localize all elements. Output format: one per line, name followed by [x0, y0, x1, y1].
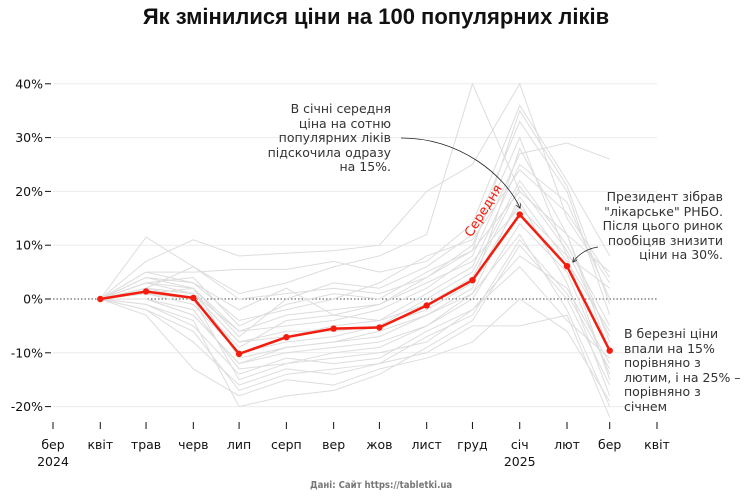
drug-line — [100, 104, 611, 300]
x-tick-label: січ — [511, 437, 529, 452]
drug-line — [100, 222, 611, 375]
drug-line — [100, 109, 611, 305]
y-tick-label: -10% — [11, 345, 43, 360]
y-tick-label: 30% — [15, 130, 43, 145]
x-tick-label: квіт — [87, 437, 113, 452]
mean-line-path — [100, 213, 611, 356]
x-tick-label: вер — [322, 437, 345, 452]
x-tick-label: квіт — [644, 437, 670, 452]
annotation-arrow-january — [400, 137, 520, 208]
drug-line — [100, 238, 611, 392]
mean-point — [283, 333, 290, 341]
x-tick-year: 2024 — [37, 454, 69, 469]
mean-point — [606, 347, 613, 354]
y-tick-label: 20% — [15, 184, 43, 199]
drug-line — [100, 298, 611, 418]
drug-line — [100, 136, 611, 380]
chart-title: Як змінилися ціни на 100 популярних лікі… — [142, 4, 610, 29]
mean-point — [97, 295, 104, 303]
x-tick-label: бер — [41, 437, 64, 452]
x-tick-label: бер — [598, 437, 621, 452]
mean-point — [142, 288, 150, 295]
annotation-march: В березні ціни впали на 15% порівняно з … — [624, 326, 741, 414]
drug-line — [100, 190, 611, 343]
mean-point — [235, 350, 243, 358]
drug-line — [100, 298, 611, 402]
mean-point — [190, 294, 197, 302]
data-source: Дані: Сайт https://tabletki.ua — [310, 480, 453, 491]
y-tick-label: 10% — [15, 238, 43, 253]
x-tick-year: 2025 — [504, 454, 536, 469]
drug-line — [100, 147, 611, 359]
x-axis: бер 2024 квіт трав черв лип серп вер жов лист груд… — [37, 422, 670, 469]
mean-point — [563, 262, 571, 270]
x-tick-label: черв — [178, 437, 208, 452]
drug-line — [100, 255, 611, 375]
x-tick-label: жов — [366, 437, 392, 452]
mean-point — [516, 211, 523, 218]
annotation-arrow-february — [573, 246, 599, 262]
y-tick-label: -20% — [11, 399, 43, 414]
drug-line — [99, 82, 611, 300]
drug-line — [100, 142, 610, 332]
y-axis: 40% 30% 20% 10% 0% -10% -20% — [11, 76, 51, 414]
mean-point — [376, 324, 383, 331]
drug-line — [100, 185, 611, 343]
mean-line — [97, 211, 613, 358]
x-tick-label: груд — [457, 437, 488, 452]
gridlines — [53, 83, 657, 408]
drug-lines — [99, 82, 611, 418]
annotation-january: В січні середня ціна на сотню популярних… — [267, 101, 391, 174]
y-tick-label: 40% — [15, 76, 43, 91]
drug-line — [100, 120, 611, 338]
drug-line — [100, 195, 611, 365]
mean-point — [423, 302, 430, 309]
x-tick-label: серп — [271, 437, 302, 452]
x-tick-label: трав — [131, 437, 161, 452]
x-tick-label: лют — [554, 437, 580, 452]
annotation-february: Президент зібрав "лікарське" РНБО. Після… — [602, 189, 723, 262]
mean-point — [469, 276, 476, 284]
x-tick-label: лист — [412, 437, 442, 452]
drug-line — [100, 244, 611, 408]
x-tick-label: лип — [227, 437, 251, 452]
y-tick-label: 0% — [23, 292, 43, 307]
mean-point — [330, 325, 337, 332]
drug-line — [100, 206, 611, 332]
